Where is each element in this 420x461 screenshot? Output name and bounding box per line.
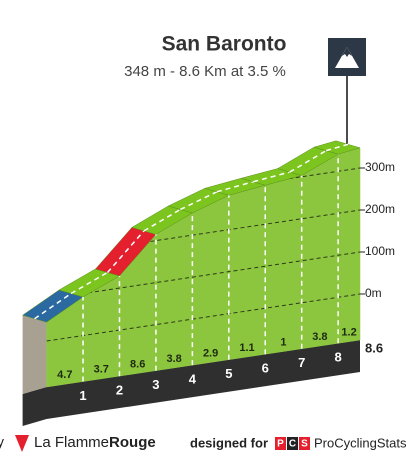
gradient-label: 3.8 xyxy=(312,331,327,343)
base-band xyxy=(22,340,360,427)
badge-box xyxy=(299,437,310,450)
x-tick-label: 7 xyxy=(298,355,305,370)
chart-subtitle: 348 m - 8.6 Km at 3.5 % xyxy=(124,63,286,80)
front-face xyxy=(228,184,266,360)
brand: La FlammeRouge xyxy=(34,434,156,451)
chart-title: San Baronto xyxy=(162,33,287,56)
gradient-label: 1 xyxy=(280,336,286,348)
gradient-label: 8.6 xyxy=(130,358,145,370)
top-dash xyxy=(70,271,108,295)
badge-box xyxy=(275,437,286,450)
brand-text: La Flamme xyxy=(34,434,109,451)
footer-cut: y xyxy=(0,434,4,450)
x-tick-label: 2 xyxy=(116,383,123,398)
gradient-label: 1.2 xyxy=(341,327,356,339)
front-face xyxy=(337,147,361,344)
top-dash xyxy=(289,149,327,173)
front-face xyxy=(301,153,339,350)
side-face xyxy=(22,315,47,395)
y-tick-label: 100m xyxy=(365,244,395,258)
gradient-label: 1.1 xyxy=(239,342,254,354)
top-dash xyxy=(34,292,72,320)
summit-icon xyxy=(328,38,366,146)
top-dash xyxy=(180,191,218,211)
badge-letter: S xyxy=(301,439,308,450)
badge-letter: C xyxy=(289,439,296,450)
x-tick-label: 4 xyxy=(189,372,197,387)
top-dash xyxy=(253,171,290,183)
designed-for: designed for xyxy=(190,435,268,450)
top-dash xyxy=(106,230,145,273)
top-dash xyxy=(143,208,181,232)
x-tick-label: 3 xyxy=(152,377,159,392)
front-face xyxy=(192,194,230,366)
front-face xyxy=(155,212,193,371)
grid-line xyxy=(46,293,360,342)
site-name: ProCyclingStats xyxy=(314,435,407,450)
y-tick-label: 300m xyxy=(365,160,395,174)
distance-label: 8.6 xyxy=(365,340,383,355)
y-tick-label: 0m xyxy=(365,286,382,300)
top-dash xyxy=(216,181,254,193)
x-tick-label: 1 xyxy=(79,388,86,403)
gradient-label: 2.9 xyxy=(203,347,218,359)
x-tick-label: 6 xyxy=(262,361,269,376)
badge-letter: P xyxy=(277,439,284,450)
gradient-label: 4.7 xyxy=(57,369,72,381)
top-dash xyxy=(325,143,349,152)
y-tick-label: 200m xyxy=(365,202,395,216)
brand-bold: Rouge xyxy=(109,434,156,451)
gradient-label: 3.7 xyxy=(94,364,109,376)
badge-box xyxy=(287,437,298,450)
grid-line xyxy=(46,251,360,300)
gradient-label: 3.8 xyxy=(166,353,181,365)
x-tick-label: 8 xyxy=(335,350,342,365)
x-tick-label: 5 xyxy=(225,366,232,381)
